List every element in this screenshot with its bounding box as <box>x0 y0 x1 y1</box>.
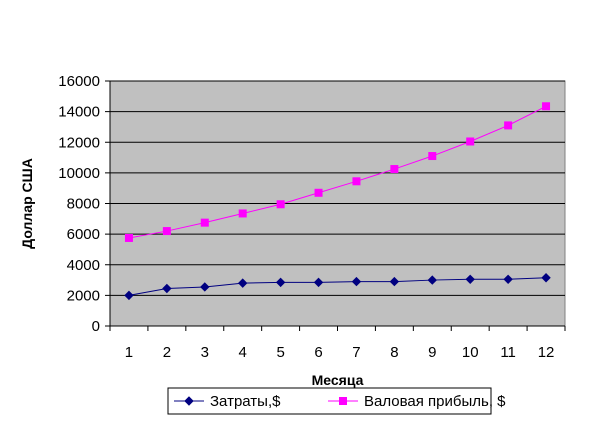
series-1 <box>124 273 551 301</box>
x-tick-label: 7 <box>352 344 360 361</box>
y-tick-label: 6000 <box>67 226 100 243</box>
data-point <box>200 282 210 292</box>
x-tick-labels: 1 2 3 4 5 6 7 8 9 10 11 12 <box>125 344 555 361</box>
legend-marker <box>184 396 194 406</box>
data-point <box>390 165 399 174</box>
data-point <box>314 188 323 197</box>
x-tick-label: 2 <box>163 344 171 361</box>
data-point <box>275 277 286 288</box>
legend-label: Затраты,$ <box>210 393 281 410</box>
x-tick-label: 5 <box>276 344 284 361</box>
data-point <box>466 137 475 146</box>
y-tick-label: 8000 <box>67 196 100 213</box>
data-point <box>124 290 134 301</box>
data-point <box>162 227 171 236</box>
data-point <box>351 276 362 287</box>
data-point <box>124 233 133 242</box>
y-tick-labels: 0 2000 4000 6000 8000 10000 12000 14000 16000 <box>58 73 100 335</box>
y-tick-label: 10000 <box>58 165 100 182</box>
x-tick-label: 9 <box>428 344 436 361</box>
x-tick-label: 1 <box>125 344 133 361</box>
x-tick-label: 8 <box>390 344 398 361</box>
data-point <box>504 121 513 130</box>
data-point <box>542 102 551 111</box>
data-point <box>465 274 475 285</box>
data-point <box>541 273 551 283</box>
axes <box>105 80 566 331</box>
legend-marker <box>339 397 347 405</box>
y-tick-label: 4000 <box>67 257 100 274</box>
legend-label: Валовая прибыль, $ <box>364 393 506 410</box>
legend-item: Затраты,$ <box>174 393 281 410</box>
series-line <box>128 105 547 239</box>
y-tick-label: 16000 <box>58 73 100 90</box>
data-point <box>162 283 172 294</box>
gridlines <box>110 80 565 296</box>
y-tick-label: 14000 <box>58 104 100 121</box>
x-tick-label: 12 <box>538 344 555 361</box>
series-layer <box>124 102 551 301</box>
x-tick-label: 11 <box>500 344 516 361</box>
data-point <box>276 200 285 209</box>
x-tick-label: 3 <box>201 344 209 361</box>
legend-item: Валовая прибыль, $ <box>328 393 506 410</box>
series-line <box>128 277 547 296</box>
y-tick-label: 2000 <box>67 287 100 304</box>
data-point <box>238 278 248 288</box>
data-point <box>352 177 361 186</box>
x-axis-label: Месяца <box>312 372 364 388</box>
y-tick-label: 0 <box>92 318 100 335</box>
y-axis-label: Доллар США <box>19 158 35 249</box>
data-point <box>503 274 513 285</box>
data-point <box>389 276 400 287</box>
data-point <box>200 218 209 227</box>
data-point <box>238 209 247 218</box>
data-point <box>427 275 437 285</box>
data-point <box>428 152 437 161</box>
legend: Затраты,$ Валовая прибыль, $ <box>167 387 506 415</box>
x-tick-label: 4 <box>239 344 247 361</box>
y-tick-label: 12000 <box>58 134 100 151</box>
series-2 <box>124 102 551 242</box>
data-point <box>313 277 324 288</box>
x-tick-label: 6 <box>314 344 322 361</box>
x-tick-label: 10 <box>462 344 479 361</box>
